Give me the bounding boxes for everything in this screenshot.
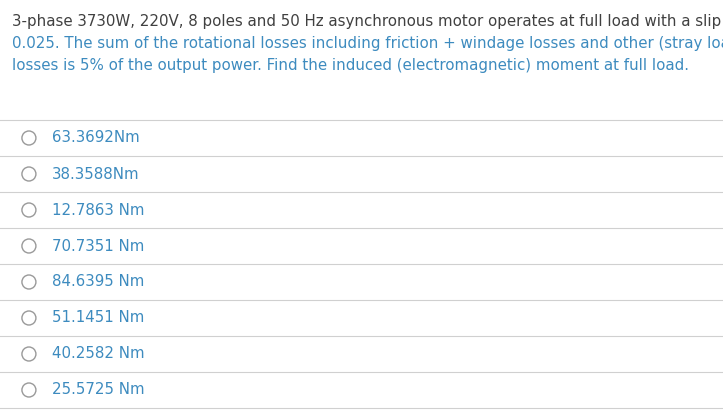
- Text: 38.3588Nm: 38.3588Nm: [52, 166, 140, 181]
- Text: 0.025. The sum of the rotational losses including friction + windage losses and : 0.025. The sum of the rotational losses …: [12, 36, 723, 51]
- Text: 25.5725 Nm: 25.5725 Nm: [52, 382, 145, 397]
- Text: 70.7351 Nm: 70.7351 Nm: [52, 239, 145, 254]
- Text: 40.2582 Nm: 40.2582 Nm: [52, 347, 145, 362]
- Text: 84.6395 Nm: 84.6395 Nm: [52, 274, 145, 289]
- Text: 12.7863 Nm: 12.7863 Nm: [52, 203, 145, 218]
- Text: 51.1451 Nm: 51.1451 Nm: [52, 311, 145, 326]
- Text: 3-phase 3730W, 220V, 8 poles and 50 Hz asynchronous motor operates at full load : 3-phase 3730W, 220V, 8 poles and 50 Hz a…: [12, 14, 723, 29]
- Text: losses is 5% of the output power. Find the induced (electromagnetic) moment at f: losses is 5% of the output power. Find t…: [12, 58, 688, 73]
- Text: 63.3692Nm: 63.3692Nm: [52, 131, 140, 146]
